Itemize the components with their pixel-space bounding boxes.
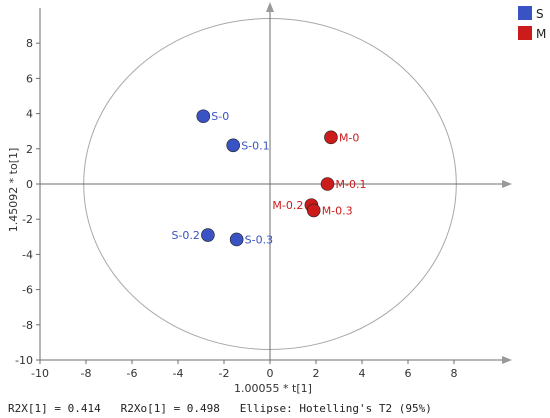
point-label: S-0.1 [241,139,269,152]
point-labels: S-0 S-0.1 S-0.2 S-0.3 M-0 M-0.1 M-0.2 M-0.3 [171,110,366,246]
point-label: S-0 [211,110,229,123]
x-tick-label: -6 [127,367,138,380]
data-point-s-0-1 [226,138,240,153]
point-label: S-0.3 [245,233,273,246]
y-axis-arrow-icon [266,2,274,12]
x-axis-ticks: -10 -8 -6 -4 -2 0 2 4 6 8 [31,360,458,380]
y-tick-label: -2 [22,213,33,226]
legend: SM [518,6,546,41]
y-tick-label: -10 [15,354,33,367]
point-label: S-0.2 [171,229,199,242]
y-tick-label: 2 [26,143,33,156]
y-tick-label: -8 [22,319,33,332]
legend-label: S [536,7,544,21]
x-tick-label: 4 [359,367,366,380]
point-label: M-0 [339,131,359,144]
legend-swatch-m [518,26,532,40]
y-tick-label: -6 [22,284,33,297]
data-point-m-0-1 [320,177,335,191]
data-points [196,109,338,247]
data-point-m-0 [324,130,338,145]
y-axis-ticks: -10 -8 -6 -4 -2 0 2 4 6 8 [15,37,40,367]
data-point-s-0-2 [201,228,215,242]
y-tick-label: 6 [26,72,33,85]
y-tick-label: 8 [26,37,33,50]
data-point-m-0-3 [306,203,321,218]
legend-swatch-s [518,6,532,20]
point-label: M-0.2 [272,199,303,212]
bottom-axis-arrow-icon [502,356,512,364]
x-tick-label: -8 [81,367,92,380]
y-tick-label: -4 [22,248,33,261]
y-tick-label: 4 [26,108,33,121]
data-point-s-0-3 [229,232,244,247]
x-axis-title: 1.00055 * t[1] [234,382,312,395]
x-tick-label: 6 [405,367,412,380]
x-tick-label: 0 [267,367,274,380]
x-tick-label: -2 [219,367,230,380]
x-axis-arrow-icon [502,180,512,188]
x-tick-label: 2 [313,367,320,380]
x-tick-label: 8 [451,367,458,380]
x-tick-label: -10 [31,367,49,380]
x-tick-label: -4 [173,367,184,380]
point-label: M-0.1 [336,178,367,191]
point-label: M-0.3 [322,204,353,217]
legend-label: M [536,27,546,41]
y-tick-label: 0 [26,178,33,191]
data-point-s-0 [196,109,211,124]
model-stats-footer: R2X[1] = 0.414 R2Xo[1] = 0.498 Ellipse: … [8,402,432,415]
y-axis-title: 1.45092 * to[1] [7,148,20,233]
